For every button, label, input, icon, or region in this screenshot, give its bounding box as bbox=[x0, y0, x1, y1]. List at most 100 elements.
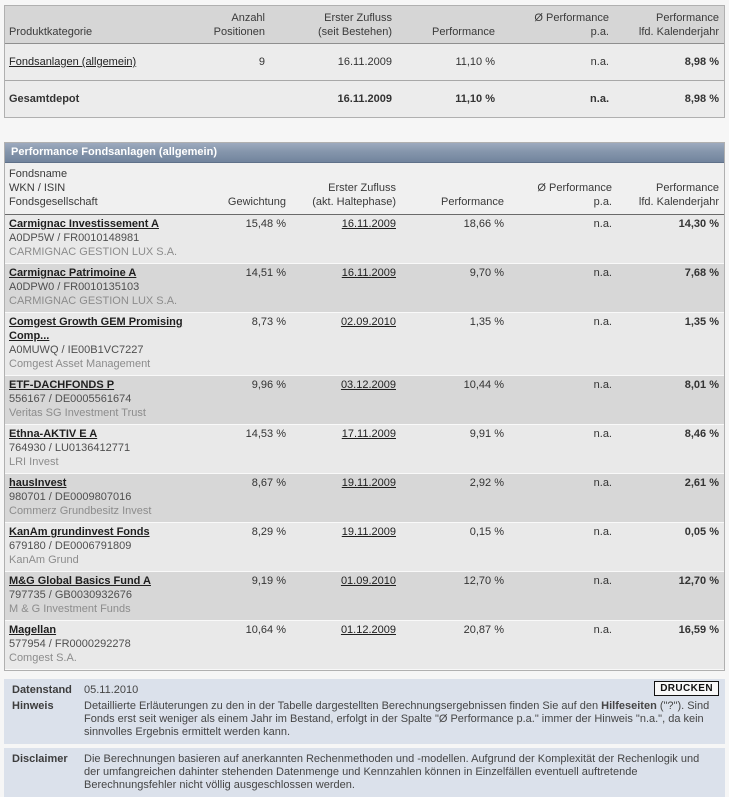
hinweis-label: Hinweis bbox=[12, 700, 54, 712]
gesamtdepot-performance-ytd: 8,98 % bbox=[684, 93, 719, 105]
fund-performance-pa: n.a. bbox=[593, 575, 612, 587]
gesamtdepot-label: Gesamtdepot bbox=[9, 93, 80, 105]
fund-name-cell: hausInvest 980701 / DE0009807016 Commerz… bbox=[9, 476, 218, 518]
fund-name-cell: Carmignac Investissement A A0DP5W / FR00… bbox=[9, 217, 218, 259]
fund-performance: 0,15 % bbox=[469, 526, 504, 538]
fund-performance-ytd: 0,05 % bbox=[684, 526, 719, 538]
fund-name-link[interactable]: KanAm grundinvest Fonds bbox=[9, 526, 150, 538]
fund-name-cell: Comgest Growth GEM Promising Comp... A0M… bbox=[9, 315, 218, 371]
detail-header-row: Fondsname WKN / ISIN Fondsgesellschaft G… bbox=[5, 163, 724, 215]
fund-inflow-date-link[interactable]: 19.11.2009 bbox=[341, 477, 396, 489]
fund-performance-ytd: 8,01 % bbox=[684, 379, 719, 391]
fund-name-cell: Carmignac Patrimoine A A0DPW0 / FR001013… bbox=[9, 266, 218, 308]
summary-row-gesamtdepot: Gesamtdepot 16.11.2009 11,10 % n.a. 8,98… bbox=[5, 80, 724, 117]
fund-name-link[interactable]: Magellan bbox=[9, 624, 57, 636]
fund-performance-pa: n.a. bbox=[593, 379, 612, 391]
fund-performance: 10,44 % bbox=[463, 379, 504, 391]
fund-performance: 9,70 % bbox=[469, 267, 504, 279]
fund-performance: 18,66 % bbox=[463, 218, 504, 230]
header-anzahl-positionen: Anzahl Positionen bbox=[213, 12, 265, 38]
fund-row: Comgest Growth GEM Promising Comp... A0M… bbox=[5, 313, 724, 376]
fund-weight: 8,29 % bbox=[251, 526, 286, 538]
fund-inflow-date-link[interactable]: 03.12.2009 bbox=[340, 379, 396, 391]
fund-performance-pa: n.a. bbox=[593, 624, 612, 636]
fund-performance-pa: n.a. bbox=[593, 218, 612, 230]
fund-performance-ytd: 12,70 % bbox=[678, 575, 719, 587]
fund-wkn-isin: A0MUWQ / IE00B1VC7227 bbox=[9, 344, 144, 356]
fund-performance-ytd: 1,35 % bbox=[684, 316, 719, 328]
fund-inflow-date-link[interactable]: 01.09.2010 bbox=[340, 575, 396, 587]
footer-info-block: Datenstand 05.11.2010 Hinweis Detaillier… bbox=[4, 679, 725, 744]
fund-weight: 14,51 % bbox=[245, 267, 286, 279]
fund-weight: 8,67 % bbox=[251, 477, 286, 489]
fund-weight: 9,19 % bbox=[251, 575, 286, 587]
header-fondsname-wkn-isin: Fondsname WKN / ISIN Fondsgesellschaft bbox=[9, 168, 98, 208]
hinweis-hilfeseiten: Hilfeseiten bbox=[601, 700, 657, 712]
fund-row: Carmignac Patrimoine A A0DPW0 / FR001013… bbox=[5, 264, 724, 313]
gesamtdepot-inflow: 16.11.2009 bbox=[337, 93, 392, 105]
fund-name-link[interactable]: ETF-DACHFONDS P bbox=[9, 379, 115, 391]
drucken-button[interactable]: DRUCKEN bbox=[654, 681, 719, 696]
fund-row: M&G Global Basics Fund A 797735 / GB0030… bbox=[5, 572, 724, 621]
summary-header-row: Produktkategorie Anzahl Positionen Erste… bbox=[5, 6, 724, 44]
fund-name-cell: KanAm grundinvest Fonds 679180 / DE00067… bbox=[9, 525, 218, 567]
fund-inflow-date-link[interactable]: 02.09.2010 bbox=[340, 316, 396, 328]
fund-name-link[interactable]: Ethna-AKTIV E A bbox=[9, 428, 98, 440]
fund-inflow-date-link[interactable]: 16.11.2009 bbox=[341, 267, 396, 279]
fund-inflow-date-link[interactable]: 19.11.2009 bbox=[341, 526, 396, 538]
fund-performance-ytd: 7,68 % bbox=[684, 267, 719, 279]
fund-inflow-date-link[interactable]: 17.11.2009 bbox=[341, 428, 396, 440]
fund-inflow-date-link[interactable]: 01.12.2009 bbox=[340, 624, 396, 636]
fondsanlagen-link[interactable]: Fondsanlagen (allgemein) bbox=[9, 56, 137, 68]
header-detail-performance-pa: Ø Performance p.a. bbox=[537, 182, 612, 208]
fund-name-link[interactable]: Carmignac Patrimoine A bbox=[9, 267, 137, 279]
fund-name-link[interactable]: Comgest Growth GEM Promising Comp... bbox=[9, 316, 183, 342]
datenstand-label: Datenstand bbox=[12, 684, 72, 696]
fund-row: hausInvest 980701 / DE0009807016 Commerz… bbox=[5, 474, 724, 523]
hinweis-text-part2: ("?"). Sind Fonds erst seit weniger als … bbox=[84, 700, 710, 738]
fund-company: M & G Investment Funds bbox=[9, 603, 131, 615]
fondsanlagen-performance: 11,10 % bbox=[455, 56, 495, 68]
fund-performance-ytd: 16,59 % bbox=[678, 624, 719, 636]
header-performance-kalenderjahr: Performance lfd. Kalenderjahr bbox=[638, 12, 719, 38]
fund-weight: 14,53 % bbox=[245, 428, 286, 440]
fund-name-link[interactable]: hausInvest bbox=[9, 477, 67, 489]
fund-weight: 15,48 % bbox=[245, 218, 286, 230]
fund-wkn-isin: 556167 / DE0005561674 bbox=[9, 393, 132, 405]
fund-row: Carmignac Investissement A A0DP5W / FR00… bbox=[5, 215, 724, 264]
fund-performance: 12,70 % bbox=[463, 575, 504, 587]
detail-table: Performance Fondsanlagen (allgemein) Fon… bbox=[4, 142, 725, 671]
fund-row: KanAm grundinvest Fonds 679180 / DE00067… bbox=[5, 523, 724, 572]
fund-performance-pa: n.a. bbox=[593, 267, 612, 279]
fund-name-link[interactable]: M&G Global Basics Fund A bbox=[9, 575, 151, 587]
fund-wkn-isin: 764930 / LU0136412771 bbox=[9, 442, 131, 454]
disclaimer-label: Disclaimer bbox=[12, 753, 68, 765]
fondsanlagen-performance-ytd: 8,98 % bbox=[684, 56, 719, 68]
header-produktkategorie: Produktkategorie bbox=[9, 26, 93, 38]
fund-wkn-isin: 980701 / DE0009807016 bbox=[9, 491, 132, 503]
header-gewichtung: Gewichtung bbox=[227, 196, 286, 208]
fund-wkn-isin: 797735 / GB0030932676 bbox=[9, 589, 132, 601]
fund-performance-ytd: 8,46 % bbox=[684, 428, 719, 440]
footer-disclaimer-block: Disclaimer Die Berechnungen basieren auf… bbox=[4, 748, 725, 797]
fund-row: Ethna-AKTIV E A 764930 / LU0136412771 LR… bbox=[5, 425, 724, 474]
summary-row-fondsanlagen: Fondsanlagen (allgemein) 9 16.11.2009 11… bbox=[5, 44, 724, 80]
gesamtdepot-performance: 11,10 % bbox=[455, 93, 495, 105]
datenstand-value: 05.11.2010 bbox=[84, 684, 139, 696]
hinweis-text-part1: Detaillierte Erläuterungen zu den in der… bbox=[84, 700, 602, 712]
fund-wkn-isin: 679180 / DE0006791809 bbox=[9, 540, 132, 552]
fund-weight: 10,64 % bbox=[245, 624, 286, 636]
fund-company: LRI Invest bbox=[9, 456, 59, 468]
fund-name-link[interactable]: Carmignac Investissement A bbox=[9, 218, 159, 230]
summary-table: Produktkategorie Anzahl Positionen Erste… bbox=[4, 5, 725, 118]
fund-rows: Carmignac Investissement A A0DP5W / FR00… bbox=[5, 215, 724, 670]
fund-company: Commerz Grundbesitz Invest bbox=[9, 505, 152, 517]
fund-performance: 9,91 % bbox=[469, 428, 504, 440]
fondsanlagen-positions: 9 bbox=[258, 56, 265, 68]
fund-performance-pa: n.a. bbox=[593, 477, 612, 489]
fund-wkn-isin: 577954 / FR0000292278 bbox=[9, 638, 131, 650]
gesamtdepot-positions bbox=[170, 92, 265, 106]
fund-inflow-date-link[interactable]: 16.11.2009 bbox=[341, 218, 396, 230]
header-performance: Performance bbox=[432, 26, 495, 38]
